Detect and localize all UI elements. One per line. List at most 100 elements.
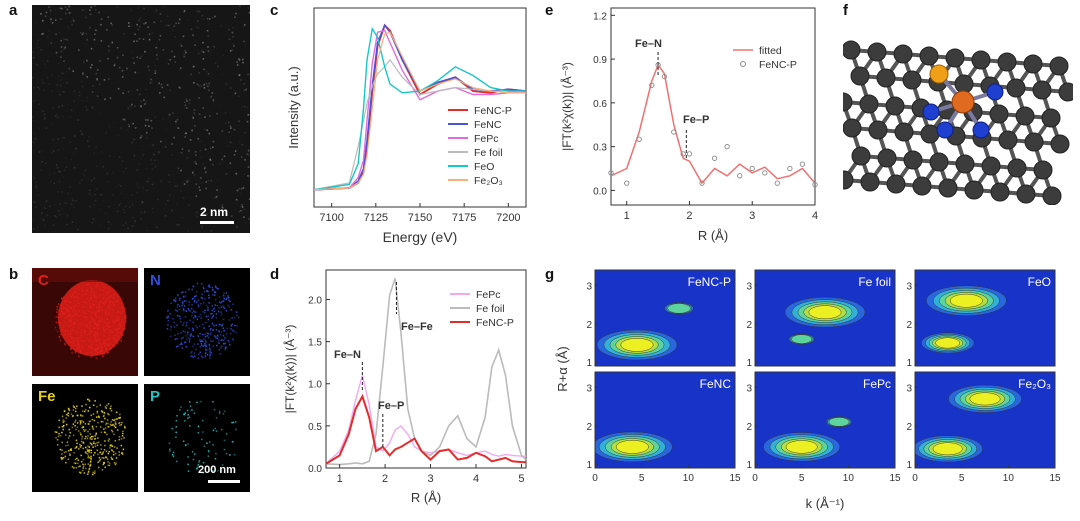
eds-dot [179,317,182,320]
eds-dot [119,331,122,334]
eds-dot [104,466,106,469]
eds-dot [80,346,83,348]
eds-dot [168,442,171,445]
eds-dot [70,413,73,415]
stem-speck [203,167,206,170]
stem-speck [120,127,122,129]
stem-speck [50,90,53,92]
eds-dot [222,413,225,415]
eds-dot [68,408,70,411]
eds-dot [229,332,232,335]
eds-dot [69,431,71,434]
eds-dot [77,315,80,317]
eds-dot [73,305,75,308]
eds-dot [97,327,99,329]
stem-speck [61,104,63,107]
eds-dot [222,339,225,342]
carbon-atom [885,96,905,116]
eds-dot [207,315,209,317]
eds-dot [70,448,72,450]
eds-dot [103,342,105,344]
stem-speck [85,106,87,108]
stem-speck [229,125,232,127]
eds-dot [204,344,206,347]
x-axis-title: Energy (eV) [383,229,458,245]
eds-dot [96,282,98,285]
x-tick-label: 7150 [408,212,432,224]
eds-dot [61,297,63,300]
eds-dot [167,316,170,319]
eds-dot [62,421,65,424]
eds-dot [60,333,62,336]
stem-speck [147,65,149,68]
eds-dot [101,349,103,352]
eds-dot [222,323,224,325]
stem-speck [176,203,178,205]
stem-speck [198,186,200,189]
stem-speck [108,124,110,126]
stem-speck [73,153,75,155]
eds-dot [192,317,195,319]
eds-dot [58,426,60,429]
stem-speck [77,167,79,169]
eds-dot [191,451,194,453]
eds-dot [69,301,71,304]
eds-dot [184,341,187,343]
stem-speck [52,150,55,152]
stem-speck [61,7,63,10]
panel-e-letter: e [545,2,554,19]
data-point-FeNC-P [799,161,806,167]
stem-speck [218,210,221,212]
wt-frame [594,269,736,367]
stem-speck [95,165,98,168]
stem-speck [65,38,67,41]
eds-dot [196,301,198,303]
eds-dot [184,412,187,414]
stem-speck [174,36,176,38]
y-tick-label: 0.3 [593,143,607,154]
stem-speck [127,107,130,110]
stem-speck [55,114,58,116]
eds-dot [67,458,70,460]
eds-dot [93,295,95,297]
stem-speck [142,146,144,148]
eds-dot [82,306,84,308]
eds-dot [92,304,95,306]
wt-frame [754,371,896,469]
eds-dot [70,449,72,451]
eds-dot [220,302,222,304]
eds-dot [64,410,66,412]
stem-speck [188,150,190,153]
eds-dot [106,351,108,354]
eds-dot [81,287,84,290]
eds-dot [108,311,111,313]
stem-speck [138,132,141,135]
stem-speck [72,200,75,202]
eds-dot [176,310,178,312]
stem-speck [128,125,131,128]
stem-speck [99,20,101,22]
stem-speck [173,136,175,139]
eds-map-dots [54,398,126,476]
stem-speck [241,122,243,124]
eds-dot [230,309,233,311]
eds-dot [76,296,78,298]
stem-speck [248,198,250,200]
stem-speck [55,19,57,21]
eds-dot [95,344,98,346]
eds-dot [189,310,191,312]
stem-speck [189,139,192,141]
eds-dot [204,355,206,358]
stem-speck [175,120,177,123]
eds-dot [112,336,115,339]
eds-dot [87,430,89,433]
stem-speck [185,107,188,109]
stem-speck [221,158,223,161]
stem-speck [66,71,68,73]
eds-dot [91,354,93,357]
eds-dot [77,430,80,432]
stem-speck [143,60,145,62]
stem-speck [151,168,154,171]
eds-dot [58,313,60,316]
stem-speck [190,81,192,83]
